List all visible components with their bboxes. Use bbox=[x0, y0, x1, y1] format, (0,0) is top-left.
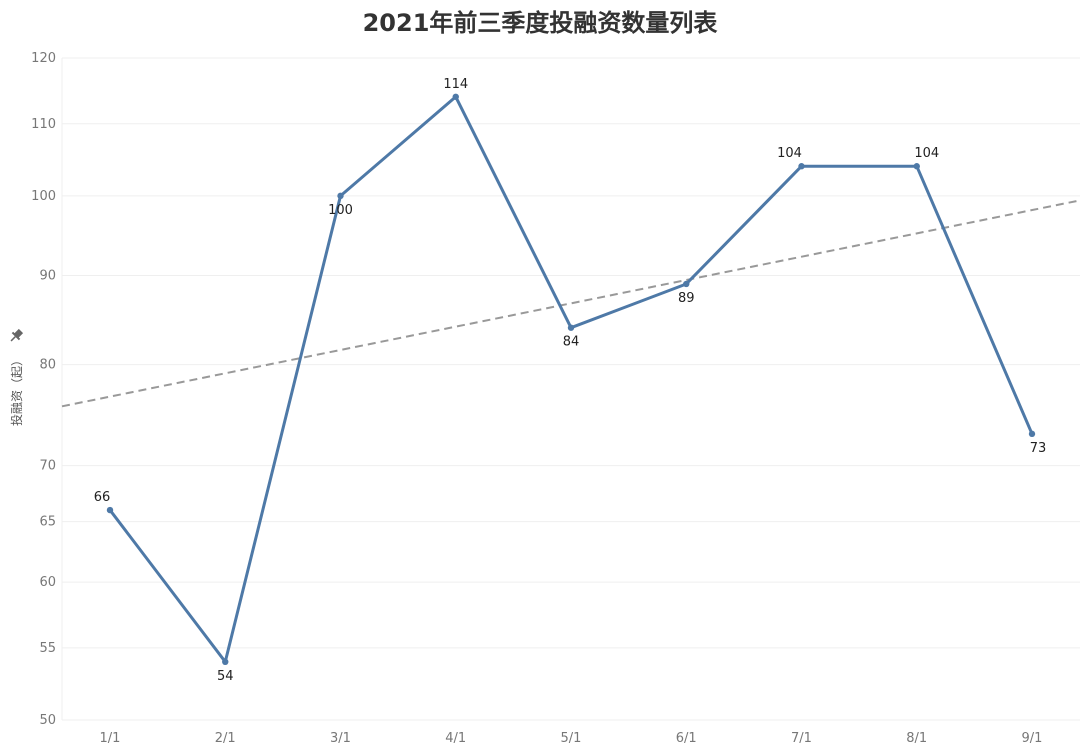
x-tick-label: 9/1 bbox=[1022, 731, 1043, 746]
y-tick-label: 50 bbox=[39, 713, 56, 728]
data-label: 104 bbox=[777, 146, 802, 161]
x-axis-ticks: 1/1 2/1 3/1 4/1 5/1 6/1 7/1 8/1 9/1 bbox=[100, 731, 1043, 746]
x-tick-label: 1/1 bbox=[100, 731, 121, 746]
y-tick-label: 55 bbox=[39, 641, 56, 656]
data-point[interactable] bbox=[683, 280, 690, 288]
y-tick-label: 60 bbox=[39, 575, 56, 590]
x-tick-label: 8/1 bbox=[906, 731, 927, 746]
data-label: 100 bbox=[328, 203, 353, 218]
data-label: 54 bbox=[217, 669, 234, 684]
y-tick-label: 70 bbox=[39, 459, 56, 474]
x-tick-label: 4/1 bbox=[445, 731, 466, 746]
data-label: 114 bbox=[443, 77, 468, 92]
data-point[interactable] bbox=[913, 163, 920, 170]
data-point[interactable] bbox=[106, 506, 114, 514]
chart-title: 2021年前三季度投融资数量列表 bbox=[363, 9, 719, 37]
x-tick-label: 5/1 bbox=[561, 731, 582, 746]
data-label: 73 bbox=[1030, 441, 1047, 456]
y-axis-ticks: 50 55 60 65 70 80 90 100 110 120 bbox=[31, 51, 56, 728]
data-label: 104 bbox=[914, 146, 939, 161]
data-point[interactable] bbox=[798, 163, 805, 170]
y-tick-label: 120 bbox=[31, 51, 56, 66]
grid-lines bbox=[61, 57, 1080, 721]
y-tick-label: 90 bbox=[39, 269, 56, 284]
y-tick-label: 100 bbox=[31, 189, 56, 204]
data-point[interactable] bbox=[222, 658, 229, 666]
data-label: 89 bbox=[678, 291, 695, 306]
pin-icon[interactable] bbox=[8, 328, 25, 345]
data-label: 84 bbox=[563, 335, 580, 350]
x-tick-label: 6/1 bbox=[676, 731, 697, 746]
data-label: 66 bbox=[94, 490, 111, 505]
x-tick-label: 3/1 bbox=[330, 731, 351, 746]
data-points bbox=[106, 93, 1036, 666]
data-point[interactable] bbox=[1028, 430, 1036, 438]
data-point[interactable] bbox=[567, 324, 575, 331]
x-tick-label: 2/1 bbox=[215, 731, 236, 746]
y-axis-label: 投融资（起） bbox=[9, 354, 24, 426]
data-point[interactable] bbox=[452, 93, 459, 100]
y-tick-label: 65 bbox=[39, 515, 56, 530]
data-labels: 66 54 100 114 84 89 104 104 73 bbox=[94, 77, 1047, 684]
trend-line bbox=[61, 199, 1080, 408]
series-line bbox=[108, 95, 1034, 664]
y-tick-label: 80 bbox=[39, 358, 56, 373]
x-tick-label: 7/1 bbox=[791, 731, 812, 746]
data-point[interactable] bbox=[337, 192, 344, 200]
y-tick-label: 110 bbox=[31, 117, 56, 132]
